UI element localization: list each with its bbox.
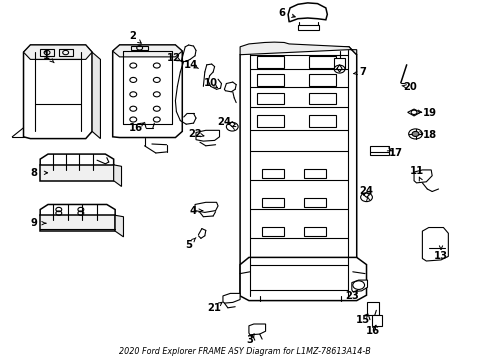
Polygon shape [114,165,122,186]
Bar [309,115,336,127]
Bar [131,46,148,50]
Text: 11: 11 [409,166,424,176]
Bar [304,169,326,178]
Bar [257,93,284,104]
Text: 1: 1 [43,51,50,61]
Bar [372,315,382,326]
Text: 20: 20 [404,82,417,92]
Text: 16: 16 [366,326,379,336]
Bar [298,25,319,30]
Polygon shape [40,165,114,181]
Bar [334,58,345,69]
Text: 6: 6 [278,8,285,18]
Text: 23: 23 [345,291,359,301]
Bar [262,198,284,207]
Text: 15: 15 [356,315,369,325]
Bar [367,302,379,315]
Bar [257,115,284,127]
Bar [262,169,284,178]
Polygon shape [113,45,182,57]
Bar [309,56,336,68]
Bar [257,56,284,68]
Text: 3: 3 [246,335,253,345]
Polygon shape [352,280,368,292]
Polygon shape [288,3,327,22]
Bar [40,49,54,56]
Polygon shape [24,45,92,139]
Bar [257,74,284,86]
Text: 13: 13 [434,251,448,261]
Circle shape [412,131,419,136]
Polygon shape [223,293,240,303]
Text: 5: 5 [185,240,192,250]
Text: 4: 4 [190,206,197,216]
Text: 14: 14 [184,60,198,70]
Polygon shape [113,45,182,138]
Bar [59,49,73,56]
Text: 10: 10 [204,78,218,88]
Text: 22: 22 [188,129,202,139]
Text: 16: 16 [129,123,143,133]
Text: 18: 18 [423,130,437,140]
Polygon shape [40,215,115,231]
Text: 19: 19 [423,108,437,118]
Polygon shape [115,215,123,237]
Polygon shape [240,47,357,296]
Polygon shape [195,202,218,212]
Polygon shape [249,324,266,335]
Polygon shape [414,170,432,183]
Text: 24: 24 [360,186,373,196]
Polygon shape [24,45,92,59]
Polygon shape [240,42,357,55]
Text: 12: 12 [167,53,181,63]
Polygon shape [408,109,420,116]
Text: 21: 21 [208,303,221,313]
Polygon shape [40,154,114,170]
Text: 2020 Ford Explorer FRAME ASY Diagram for L1MZ-78613A14-B: 2020 Ford Explorer FRAME ASY Diagram for… [119,347,371,356]
Polygon shape [240,257,367,301]
Bar [262,227,284,236]
Bar [309,93,336,104]
Text: 9: 9 [31,218,38,228]
Bar [304,198,326,207]
Polygon shape [196,130,220,141]
Polygon shape [40,204,115,220]
Text: 2: 2 [129,31,136,41]
Bar [309,74,336,86]
Polygon shape [92,52,100,139]
Text: 17: 17 [389,148,403,158]
Bar [304,227,326,236]
Text: 8: 8 [31,168,38,178]
Text: 7: 7 [359,67,366,77]
Polygon shape [422,228,448,261]
Text: 24: 24 [218,117,231,127]
Bar [370,146,389,155]
